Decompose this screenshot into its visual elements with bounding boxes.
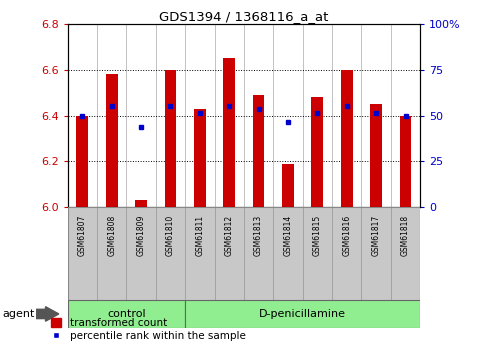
FancyArrow shape bbox=[36, 307, 59, 321]
Text: GSM61807: GSM61807 bbox=[78, 215, 87, 256]
Text: GSM61817: GSM61817 bbox=[371, 215, 381, 256]
Bar bbox=[97, 207, 127, 300]
Bar bbox=[127, 207, 156, 300]
Bar bbox=[282, 164, 294, 207]
Text: GSM61818: GSM61818 bbox=[401, 215, 410, 256]
Text: agent: agent bbox=[2, 309, 35, 319]
Bar bbox=[341, 70, 353, 207]
Bar bbox=[361, 207, 391, 300]
Text: GSM61811: GSM61811 bbox=[195, 215, 204, 256]
Text: GSM61812: GSM61812 bbox=[225, 215, 234, 256]
Bar bbox=[391, 207, 420, 300]
Bar bbox=[185, 300, 420, 328]
Bar bbox=[194, 109, 206, 207]
Bar bbox=[399, 116, 412, 207]
Text: D-penicillamine: D-penicillamine bbox=[259, 309, 346, 319]
Legend: transformed count, percentile rank within the sample: transformed count, percentile rank withi… bbox=[49, 316, 247, 343]
Text: GSM61813: GSM61813 bbox=[254, 215, 263, 256]
Bar bbox=[185, 207, 214, 300]
Bar bbox=[106, 75, 117, 207]
Bar bbox=[68, 300, 185, 328]
Text: GSM61815: GSM61815 bbox=[313, 215, 322, 256]
Bar bbox=[214, 207, 244, 300]
Title: GDS1394 / 1368116_a_at: GDS1394 / 1368116_a_at bbox=[159, 10, 328, 23]
Bar bbox=[303, 207, 332, 300]
Bar bbox=[68, 207, 97, 300]
Bar bbox=[273, 207, 303, 300]
Text: GSM61808: GSM61808 bbox=[107, 215, 116, 256]
Bar bbox=[156, 207, 185, 300]
Text: GSM61816: GSM61816 bbox=[342, 215, 351, 256]
Bar bbox=[370, 104, 382, 207]
Bar bbox=[244, 207, 273, 300]
Text: control: control bbox=[107, 309, 146, 319]
Bar bbox=[135, 200, 147, 207]
Bar bbox=[253, 95, 265, 207]
Bar bbox=[332, 207, 361, 300]
Text: GSM61810: GSM61810 bbox=[166, 215, 175, 256]
Text: GSM61809: GSM61809 bbox=[137, 215, 145, 256]
Bar bbox=[312, 97, 323, 207]
Bar bbox=[223, 58, 235, 207]
Bar bbox=[165, 70, 176, 207]
Text: GSM61814: GSM61814 bbox=[284, 215, 293, 256]
Bar bbox=[76, 116, 88, 207]
